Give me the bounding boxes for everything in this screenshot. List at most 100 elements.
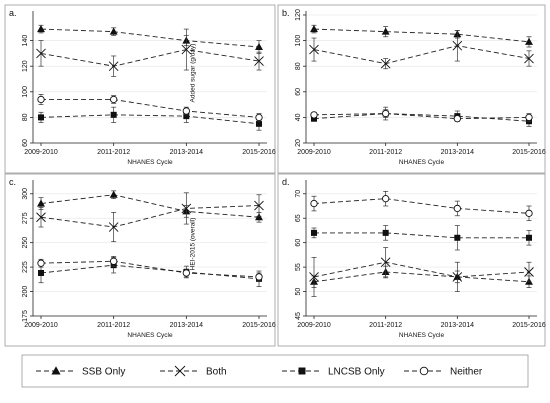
series-line — [313, 113, 530, 120]
data-point — [380, 58, 391, 69]
series-line — [40, 114, 260, 125]
y-tick-label: 175 — [22, 310, 29, 322]
panel-label: a. — [9, 8, 17, 18]
series-both — [36, 28, 264, 77]
data-point — [525, 234, 533, 241]
series-neither — [37, 256, 263, 282]
panel-frame — [277, 4, 546, 174]
x-axis-title: NHANES Cycle — [127, 159, 173, 166]
legend-items: SSB Only Both LNCSB Only Neither — [36, 365, 483, 378]
data-point — [37, 199, 45, 207]
data-point — [453, 204, 461, 213]
data-point — [453, 115, 461, 123]
y-tick-label: 100 — [22, 86, 29, 98]
x-tick-label: 2009-2010 — [297, 149, 331, 156]
data-point — [110, 257, 118, 265]
panel-frame — [277, 173, 546, 347]
y-tick-label: 140 — [22, 35, 29, 47]
data-point — [524, 267, 534, 277]
legend-label: LNCSB Only — [328, 367, 385, 378]
data-point — [182, 107, 190, 115]
y-axis-title: HEI-2015 (overall) — [189, 218, 196, 271]
y-tick-label: 120 — [22, 60, 29, 72]
panel-d: d. 45 50 55 60 65 70 2009-2010 2011-2012 2013-201… — [277, 173, 546, 347]
data-point — [310, 199, 318, 208]
data-point — [37, 24, 45, 33]
data-point — [110, 111, 117, 118]
data-point — [382, 195, 390, 203]
series-line — [313, 198, 530, 214]
legend-item-lncsb-only: LNCSB Only — [282, 367, 385, 378]
series-lncsb-only — [310, 225, 533, 251]
legend-item-both: Both — [160, 365, 227, 378]
data-point — [310, 24, 318, 33]
data-point — [255, 120, 263, 127]
x-tick-label: 2011-2012 — [369, 322, 402, 329]
data-point — [109, 190, 118, 198]
panel-frame — [4, 173, 276, 347]
series-line — [40, 260, 260, 278]
y-tick-label: 225 — [22, 261, 29, 273]
y-tick-label: 275 — [22, 212, 29, 224]
x-axis-title: NHANES Cycle — [399, 159, 445, 166]
data-point — [525, 209, 533, 217]
y-tick-label: 100 — [295, 35, 302, 47]
legend-frame — [21, 354, 529, 388]
x-tick-label: 2013-2014 — [441, 322, 475, 329]
x-tick-label: 2015-2016 — [242, 149, 276, 156]
data-point — [36, 212, 46, 223]
x-axis-title: NHANES Cycle — [127, 332, 173, 339]
panel-a: a. 60 80 100 120 140 2009-2010 2011-2012 2013-20… — [4, 4, 276, 174]
y-tick-label: 60 — [295, 239, 302, 247]
legend-item-ssb-only: SSB Only — [36, 366, 125, 378]
series-line — [313, 271, 530, 283]
series-neither — [310, 190, 533, 222]
data-point — [37, 259, 45, 267]
y-tick-label: 40 — [295, 113, 302, 121]
x-tick-label: 2009-2010 — [24, 322, 58, 329]
y-axis-title: Added sugar (g/day) — [189, 44, 196, 103]
legend-marker — [419, 366, 429, 376]
y-tick-label: 50 — [295, 288, 302, 296]
data-point — [255, 42, 263, 51]
x-tick-label: 2015-2016 — [512, 322, 546, 329]
y-tick-label: 20 — [295, 139, 302, 147]
series-line — [40, 49, 260, 67]
legend-label: Both — [206, 367, 227, 378]
x-tick-label: 2011-2012 — [97, 322, 130, 329]
y-tick-label: 70 — [295, 190, 302, 198]
series-line — [41, 99, 260, 118]
legend-label: Neither — [450, 367, 483, 378]
data-point — [380, 257, 391, 268]
x-axis-title: NHANES Cycle — [399, 332, 445, 339]
legend: SSB Only Both LNCSB Only Neither — [21, 354, 529, 388]
data-point — [381, 27, 390, 35]
data-point — [309, 272, 319, 282]
data-point — [255, 213, 263, 221]
data-point — [181, 203, 192, 214]
x-tick-label: 2015-2016 — [512, 149, 546, 156]
series-line — [313, 28, 530, 43]
panel-label: d. — [282, 177, 290, 187]
series-ssb-only — [310, 24, 533, 48]
x-tick-label: 2009-2010 — [297, 322, 331, 329]
series-line — [313, 261, 530, 278]
series-line — [40, 194, 260, 218]
x-tick-label: 2011-2012 — [97, 149, 130, 156]
data-point — [382, 109, 390, 118]
y-tick-label: 55 — [295, 263, 302, 271]
y-tick-label: 200 — [22, 286, 29, 298]
series-neither — [37, 94, 263, 122]
data-point — [182, 269, 190, 277]
data-point — [109, 27, 118, 35]
series-both — [309, 247, 534, 297]
data-point — [37, 114, 45, 121]
data-point — [37, 269, 45, 276]
x-tick-label: 2011-2012 — [369, 149, 402, 156]
data-point — [524, 53, 534, 64]
data-point — [37, 95, 45, 104]
panel-c: c. 175 200 225 250 275 300 2009-2010 2011-2012 20… — [4, 173, 276, 347]
data-point — [309, 44, 319, 55]
y-tick-label: 80 — [22, 113, 29, 121]
